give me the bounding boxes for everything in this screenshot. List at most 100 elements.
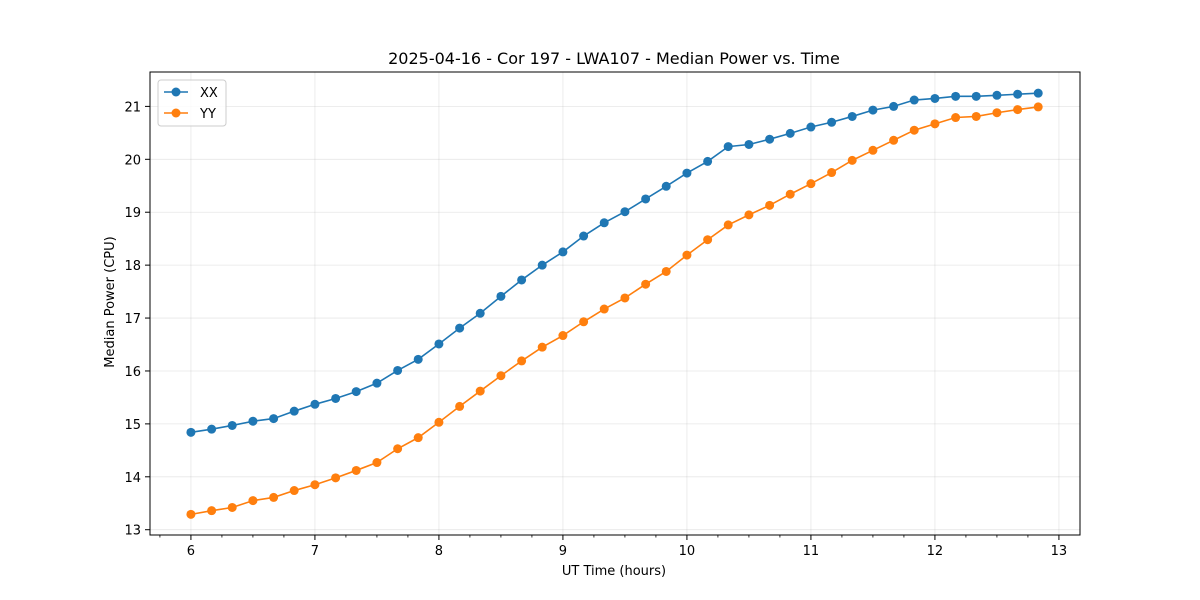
y-tick-label: 19: [124, 206, 141, 221]
data-point-yy: [847, 155, 857, 165]
x-axis: 6 7 8 9 10 11 12 13: [159, 535, 1068, 559]
data-point-xx: [393, 365, 403, 375]
data-point-xx: [868, 105, 878, 115]
legend-marker: [171, 108, 181, 118]
y-axis: 13 14 15 16 17 18 19 20 21: [124, 100, 150, 539]
data-point-yy: [579, 317, 589, 327]
x-tick-label: 8: [435, 544, 443, 559]
chart-title: 2025-04-16 - Cor 197 - LWA107 - Median P…: [388, 49, 840, 68]
x-tick-label: 9: [559, 544, 567, 559]
data-point-xx: [413, 354, 423, 364]
data-point-yy: [496, 371, 506, 381]
data-point-yy: [227, 502, 237, 512]
y-tick-label: 20: [124, 153, 141, 168]
data-point-xx: [951, 91, 961, 101]
data-point-yy: [951, 113, 961, 123]
data-point-xx: [186, 427, 196, 437]
data-point-yy: [207, 506, 217, 516]
series-line-xx: [190, 92, 1039, 434]
data-point-xx: [682, 168, 692, 178]
series-xx: [186, 88, 1043, 437]
legend-item-yy: YY: [164, 107, 216, 122]
data-point-yy: [248, 496, 258, 506]
data-point-yy: [269, 492, 279, 502]
data-point-yy: [641, 279, 651, 289]
y-tick-label: 15: [124, 418, 141, 433]
data-point-xx: [723, 142, 733, 152]
x-tick-label: 13: [1051, 544, 1068, 559]
data-point-yy: [661, 266, 671, 276]
data-point-yy: [827, 168, 837, 178]
data-point-yy: [909, 125, 919, 135]
grid: [150, 72, 1080, 535]
data-point-yy: [1013, 105, 1023, 115]
y-tick-label: 13: [124, 524, 141, 539]
data-point-yy: [971, 111, 981, 121]
data-point-xx: [517, 275, 527, 285]
data-point-xx: [806, 122, 816, 132]
data-point-xx: [930, 93, 940, 103]
data-point-yy: [517, 356, 527, 366]
data-point-yy: [765, 200, 775, 210]
x-tick-label: 11: [803, 544, 820, 559]
data-point-yy: [372, 458, 382, 468]
data-point-yy: [434, 417, 444, 427]
data-point-xx: [207, 424, 217, 434]
data-point-yy: [744, 210, 754, 220]
data-point-yy: [413, 433, 423, 443]
data-point-xx: [1013, 89, 1023, 99]
data-point-xx: [971, 91, 981, 101]
data-point-xx: [351, 387, 361, 397]
data-point-yy: [889, 135, 899, 145]
data-point-xx: [1033, 88, 1043, 98]
data-point-xx: [372, 378, 382, 388]
series-yy: [186, 102, 1043, 519]
data-point-xx: [434, 339, 444, 349]
data-point-yy: [455, 401, 465, 411]
data-point-yy: [393, 444, 403, 454]
data-point-xx: [227, 420, 237, 430]
data-point-yy: [992, 108, 1002, 118]
data-point-xx: [703, 156, 713, 166]
data-point-xx: [455, 323, 465, 333]
y-tick-label: 21: [124, 100, 141, 115]
data-point-yy: [785, 189, 795, 199]
data-point-xx: [496, 291, 506, 301]
y-tick-label: 17: [124, 312, 141, 327]
data-point-yy: [868, 145, 878, 155]
legend-label: YY: [199, 107, 216, 122]
legend-label: XX: [200, 86, 218, 101]
data-point-xx: [661, 181, 671, 191]
data-point-xx: [310, 399, 320, 409]
x-tick-label: 12: [927, 544, 944, 559]
legend-marker: [171, 87, 181, 97]
data-point-yy: [599, 304, 609, 314]
data-point-xx: [599, 218, 609, 228]
data-point-yy: [186, 509, 196, 519]
data-point-xx: [537, 260, 547, 270]
data-point-xx: [889, 101, 899, 111]
y-axis-label: Median Power (CPU): [103, 236, 118, 367]
data-point-xx: [558, 247, 568, 257]
data-point-yy: [1033, 102, 1043, 112]
y-tick-label: 18: [124, 259, 141, 274]
series-line-yy: [190, 106, 1039, 516]
data-point-xx: [475, 308, 485, 318]
data-point-xx: [847, 111, 857, 121]
data-point-xx: [744, 139, 754, 149]
data-point-xx: [785, 128, 795, 138]
data-point-xx: [269, 414, 279, 424]
data-point-xx: [620, 207, 630, 217]
data-point-xx: [331, 393, 341, 403]
data-point-xx: [765, 134, 775, 144]
data-point-yy: [620, 293, 630, 303]
x-axis-label: UT Time (hours): [562, 564, 666, 579]
y-tick-label: 16: [124, 365, 141, 380]
plot-frame: [149, 71, 1081, 536]
data-point-xx: [827, 117, 837, 127]
data-point-yy: [723, 220, 733, 230]
data-point-xx: [909, 95, 919, 105]
y-tick-label: 14: [124, 471, 141, 486]
data-point-yy: [475, 386, 485, 396]
data-point-yy: [310, 480, 320, 490]
